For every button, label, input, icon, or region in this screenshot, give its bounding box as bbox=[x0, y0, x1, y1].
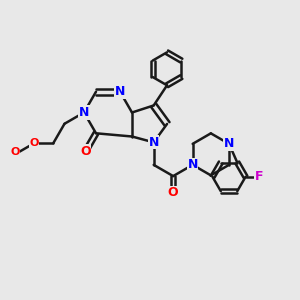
Text: N: N bbox=[148, 136, 159, 149]
Text: N: N bbox=[188, 158, 198, 171]
Text: O: O bbox=[10, 147, 20, 157]
Text: N: N bbox=[115, 85, 125, 98]
Text: F: F bbox=[255, 170, 263, 183]
Text: N: N bbox=[224, 137, 234, 150]
Text: O: O bbox=[29, 138, 39, 148]
Text: N: N bbox=[79, 106, 89, 119]
Text: O: O bbox=[168, 187, 178, 200]
Text: O: O bbox=[80, 145, 91, 158]
